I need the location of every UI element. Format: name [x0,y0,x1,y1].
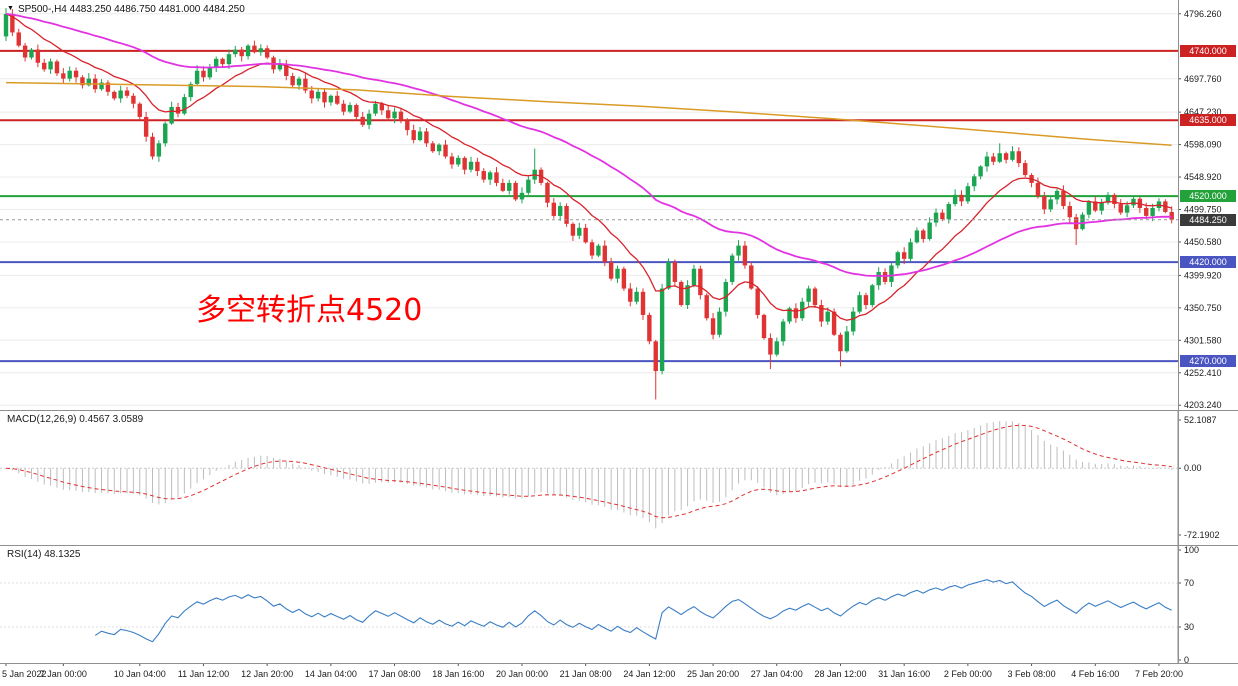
svg-text:100: 100 [1184,545,1199,555]
macd-signal-line [5,424,1172,519]
svg-text:70: 70 [1184,578,1194,588]
svg-text:7 Jan 00:00: 7 Jan 00:00 [40,669,87,679]
svg-text:18 Jan 16:00: 18 Jan 16:00 [432,669,484,679]
level-badge-4520.000: 4520.000 [1180,190,1236,202]
rsi-line [94,579,1172,643]
svg-text:4647.230: 4647.230 [1184,107,1222,117]
svg-text:4399.920: 4399.920 [1184,270,1222,280]
ohlc-readout-text: SP500-,H4 4483.250 4486.750 4481.000 448… [17,4,245,15]
svg-text:4350.750: 4350.750 [1184,303,1222,313]
svg-text:7 Feb 20:00: 7 Feb 20:00 [1135,669,1183,679]
level-badge-4270.000: 4270.000 [1180,355,1236,367]
svg-text:30: 30 [1184,622,1194,632]
level-badge-4740.000: 4740.000 [1180,45,1236,57]
svg-text:31 Jan 16:00: 31 Jan 16:00 [878,669,930,679]
svg-text:28 Jan 12:00: 28 Jan 12:00 [814,669,866,679]
svg-text:-72.1902: -72.1902 [1184,530,1220,540]
svg-text:3 Feb 08:00: 3 Feb 08:00 [1008,669,1056,679]
svg-text:10 Jan 04:00: 10 Jan 04:00 [114,669,166,679]
svg-text:4598.090: 4598.090 [1184,140,1222,150]
svg-text:14 Jan 04:00: 14 Jan 04:00 [305,669,357,679]
macd-main-value: 0.4567 [79,414,110,425]
svg-text:4 Feb 16:00: 4 Feb 16:00 [1071,669,1119,679]
symbol-ohlc-readout: ▼ SP500-,H4 4483.250 4486.750 4481.000 44… [7,4,245,15]
svg-text:0: 0 [1184,655,1189,663]
svg-text:52.1087: 52.1087 [1184,415,1217,425]
level-badge-4635.000: 4635.000 [1180,114,1236,126]
svg-text:4450.580: 4450.580 [1184,237,1222,247]
svg-text:4548.920: 4548.920 [1184,172,1222,182]
panel-separator [0,663,1238,664]
price-axis-labels[interactable]: 4796.260 4697.760 4647.230 4598.090 4548.920… [1178,9,1222,410]
rsi-axis-labels[interactable]: 100 70 30 0 [1178,545,1199,663]
svg-text:5 Jan 2022: 5 Jan 2022 [2,669,47,679]
ma-slow-line[interactable] [5,81,1172,147]
svg-text:11 Jan 12:00: 11 Jan 12:00 [178,669,229,679]
svg-text:4301.580: 4301.580 [1184,335,1222,345]
rsi-name: RSI(14) [7,549,42,560]
ma-fast-line[interactable] [5,13,1172,321]
svg-text:2 Feb 00:00: 2 Feb 00:00 [944,669,992,679]
svg-text:4252.410: 4252.410 [1184,368,1222,378]
macd-axis-labels[interactable]: 52.1087 0.00 -72.1902 [1178,415,1220,540]
ma-mid-line[interactable] [5,13,1172,277]
svg-text:25 Jan 20:00: 25 Jan 20:00 [687,669,739,679]
macd-name: MACD(12,26,9) [7,414,77,425]
main-chart-canvas[interactable]: 4796.260 4697.760 4647.230 4598.090 4548.920… [0,0,1238,410]
macd-canvas[interactable]: 52.1087 0.00 -72.1902 [0,410,1238,545]
price-axis-separator [1178,0,1179,663]
svg-text:24 Jan 12:00: 24 Jan 12:00 [623,669,675,679]
price-level-lines[interactable] [0,49,1178,363]
candlesticks [3,8,1174,400]
price-gridlines [0,13,1178,406]
svg-text:27 Jan 04:00: 27 Jan 04:00 [751,669,803,679]
svg-text:4203.240: 4203.240 [1184,400,1222,410]
rsi-indicator-label: RSI(14) 48.1325 [7,549,80,560]
macd-signal-value: 3.0589 [112,414,144,425]
macd-histogram [11,420,1173,529]
annotation-text[interactable]: 多空转折点4520 [196,293,423,328]
svg-text:17 Jan 08:00: 17 Jan 08:00 [369,669,421,679]
chart-marker-triangle-icon: ▼ [7,5,14,12]
rsi-value: 48.1325 [44,549,81,560]
current-price-badge: 4484.250 [1180,214,1236,226]
panel-separator[interactable] [0,410,1238,411]
macd-indicator-label: MACD(12,26,9) 0.4567 3.0589 [7,414,143,425]
level-badge-4420.000: 4420.000 [1180,256,1236,268]
svg-text:21 Jan 08:00: 21 Jan 08:00 [560,669,612,679]
svg-text:20 Jan 00:00: 20 Jan 00:00 [496,669,548,679]
panel-separator[interactable] [0,545,1238,546]
svg-text:4499.750: 4499.750 [1184,204,1222,214]
svg-text:4796.260: 4796.260 [1184,9,1222,19]
svg-text:0.00: 0.00 [1184,463,1202,473]
svg-text:4697.760: 4697.760 [1184,74,1222,84]
svg-text:12 Jan 20:00: 12 Jan 20:00 [241,669,293,679]
rsi-canvas[interactable]: 100 70 30 0 [0,545,1238,663]
